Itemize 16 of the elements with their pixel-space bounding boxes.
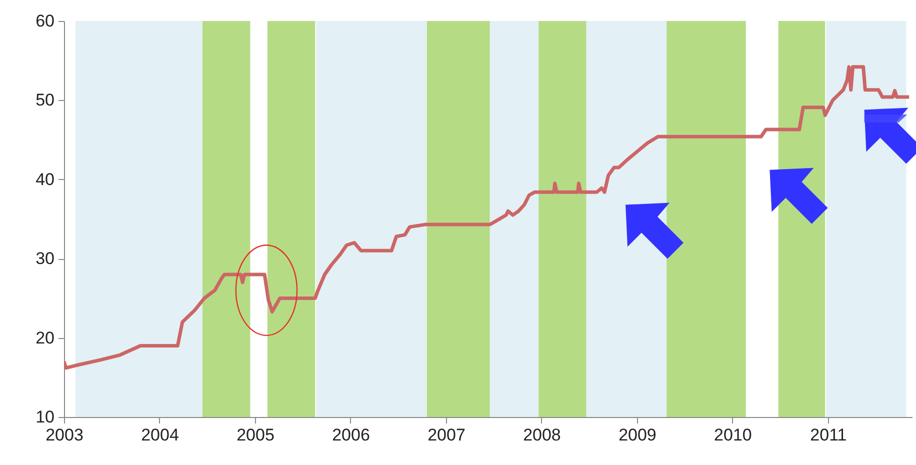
- y-tick-label: 10: [36, 408, 54, 426]
- x-tick-label: 2004: [141, 426, 179, 444]
- y-tick-label: 20: [36, 328, 54, 348]
- x-tick-label: 2010: [714, 426, 752, 444]
- y-tick-label: 30: [36, 249, 54, 268]
- x-tick-label: 2008: [523, 426, 561, 444]
- x-tick-label: 2003: [46, 426, 84, 444]
- x-tick-label: 2011: [810, 426, 847, 444]
- x-tick-label: 2005: [236, 426, 274, 444]
- y-tick-label: 40: [36, 170, 54, 189]
- x-tick-label: 2006: [332, 426, 370, 444]
- line-series: [64, 65, 911, 370]
- x-tick-label: 2009: [618, 426, 656, 444]
- y-tick-label: 60: [36, 12, 54, 30]
- y-tick-label: 50: [36, 90, 54, 110]
- x-tick-label: 2007: [428, 426, 466, 444]
